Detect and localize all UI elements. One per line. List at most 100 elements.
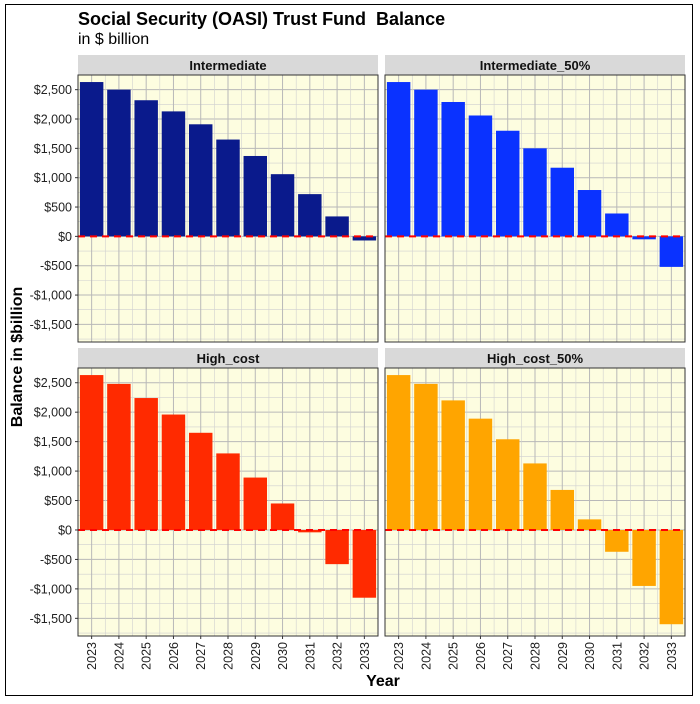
bar-2031 <box>298 529 322 533</box>
panel-strip-label: High_cost_50% <box>487 351 584 366</box>
x-tick-label: 2032 <box>331 642 345 670</box>
y-tick-label: $2,500 <box>34 83 72 97</box>
y-tick-label: -$1,500 <box>30 318 72 332</box>
bar-2029 <box>243 155 267 237</box>
x-tick-label: 2026 <box>167 642 181 670</box>
x-axis-labels: 2023 2024 2025 2026 2027 2028 2029 2030 2031 2032… <box>85 636 679 670</box>
x-tick-label: 2031 <box>610 642 624 670</box>
panels-layer: Intermediate Intermediate_50% High_cost Hig… <box>77 55 686 637</box>
bar-2032 <box>325 529 349 565</box>
y-tick-label: $1,000 <box>34 171 72 185</box>
bar-2030 <box>577 519 602 530</box>
bar-2023 <box>79 82 104 237</box>
bar-2029 <box>550 489 574 530</box>
bar-2033 <box>659 529 684 625</box>
panel-high-cost: High_cost <box>77 348 379 637</box>
bar-2025 <box>134 100 158 237</box>
x-tick-label: 2024 <box>419 642 433 670</box>
y-tick-label: $1,500 <box>34 142 72 156</box>
panel-strip <box>78 55 378 75</box>
bar-2028 <box>216 453 240 530</box>
bar-2031 <box>605 213 629 237</box>
bar-2030 <box>270 503 295 530</box>
x-tick-label: 2024 <box>112 642 126 670</box>
bar-2032 <box>632 236 656 240</box>
panel-strip <box>78 348 378 368</box>
panel-border <box>384 74 686 343</box>
bar-2026 <box>161 414 186 530</box>
y-tick-label: -$500 <box>40 259 72 273</box>
chart-subtitle: in $ billion <box>78 31 150 48</box>
y-tick-label: $2,000 <box>34 113 72 127</box>
bar-2026 <box>468 418 493 530</box>
x-tick-label: 2028 <box>222 642 236 670</box>
bar-2023 <box>79 375 104 530</box>
bar-2024 <box>414 383 438 530</box>
panel-high-cost-50-: High_cost_50% <box>384 348 686 637</box>
y-tick-label: $500 <box>44 494 72 508</box>
x-tick-label: 2029 <box>556 642 570 670</box>
chart-title: Social Security (OASI) Trust Fund Balanc… <box>78 9 446 29</box>
y-tick-label: $1,500 <box>34 435 72 449</box>
x-tick-label: 2027 <box>501 642 515 670</box>
bar-2026 <box>161 111 186 237</box>
bar-2025 <box>134 398 158 530</box>
bar-2025 <box>441 101 465 237</box>
bar-2029 <box>550 167 574 237</box>
x-tick-label: 2023 <box>85 642 99 670</box>
y-tick-label: $500 <box>44 201 72 215</box>
bar-2030 <box>577 190 602 237</box>
bar-2033 <box>352 529 377 598</box>
panel-strip <box>385 55 685 75</box>
y-tick-label: -$1,000 <box>30 582 72 596</box>
y-axis-labels: -$1,500 -$1,000 -$500 $0 $500 $1,000 $1,500 $2,… <box>30 83 78 626</box>
bar-2023 <box>386 82 411 237</box>
bar-2027 <box>496 130 520 237</box>
x-tick-label: 2025 <box>447 642 461 670</box>
x-tick-label: 2026 <box>474 642 488 670</box>
bar-2031 <box>298 194 322 237</box>
y-tick-label: $2,000 <box>34 406 72 420</box>
x-tick-label: 2023 <box>392 642 406 670</box>
x-axis-title: Year <box>366 673 400 690</box>
bar-2026 <box>468 115 493 237</box>
panel-intermediate-50-: Intermediate_50% <box>384 55 686 343</box>
panel-strip <box>385 348 685 368</box>
bar-2027 <box>189 432 213 530</box>
panel-intermediate: Intermediate <box>77 55 379 343</box>
y-tick-label: -$1,500 <box>30 612 72 626</box>
x-tick-label: 2030 <box>276 642 290 670</box>
bar-2032 <box>632 529 656 586</box>
y-tick-label: -$1,000 <box>30 289 72 303</box>
bar-2028 <box>216 139 240 237</box>
x-tick-label: 2030 <box>583 642 597 670</box>
bar-2024 <box>107 383 131 530</box>
bar-2027 <box>496 439 520 530</box>
x-tick-label: 2029 <box>249 642 263 670</box>
y-axis-title: Balance in $billion <box>9 287 26 427</box>
y-tick-label: $0 <box>58 230 72 244</box>
bar-2024 <box>107 89 131 237</box>
panel-border <box>77 74 379 343</box>
bar-2023 <box>386 375 411 530</box>
bar-2032 <box>325 216 349 237</box>
y-tick-label: -$500 <box>40 553 72 567</box>
bar-2029 <box>243 477 267 530</box>
y-tick-label: $1,000 <box>34 465 72 479</box>
x-tick-label: 2032 <box>638 642 652 670</box>
bar-2024 <box>414 89 438 237</box>
y-tick-label: $2,500 <box>34 376 72 390</box>
x-tick-label: 2033 <box>665 642 679 670</box>
x-tick-label: 2025 <box>140 642 154 670</box>
figure-frame <box>5 4 693 696</box>
panel-strip-label: Intermediate_50% <box>480 58 591 73</box>
bar-2030 <box>270 174 295 237</box>
x-tick-label: 2033 <box>358 642 372 670</box>
y-tick-label: $0 <box>58 523 72 537</box>
bar-2028 <box>523 148 547 237</box>
panel-strip-label: High_cost <box>197 351 261 366</box>
x-tick-label: 2027 <box>194 642 208 670</box>
bar-2028 <box>523 463 547 530</box>
panel-strip-label: Intermediate <box>189 58 266 73</box>
